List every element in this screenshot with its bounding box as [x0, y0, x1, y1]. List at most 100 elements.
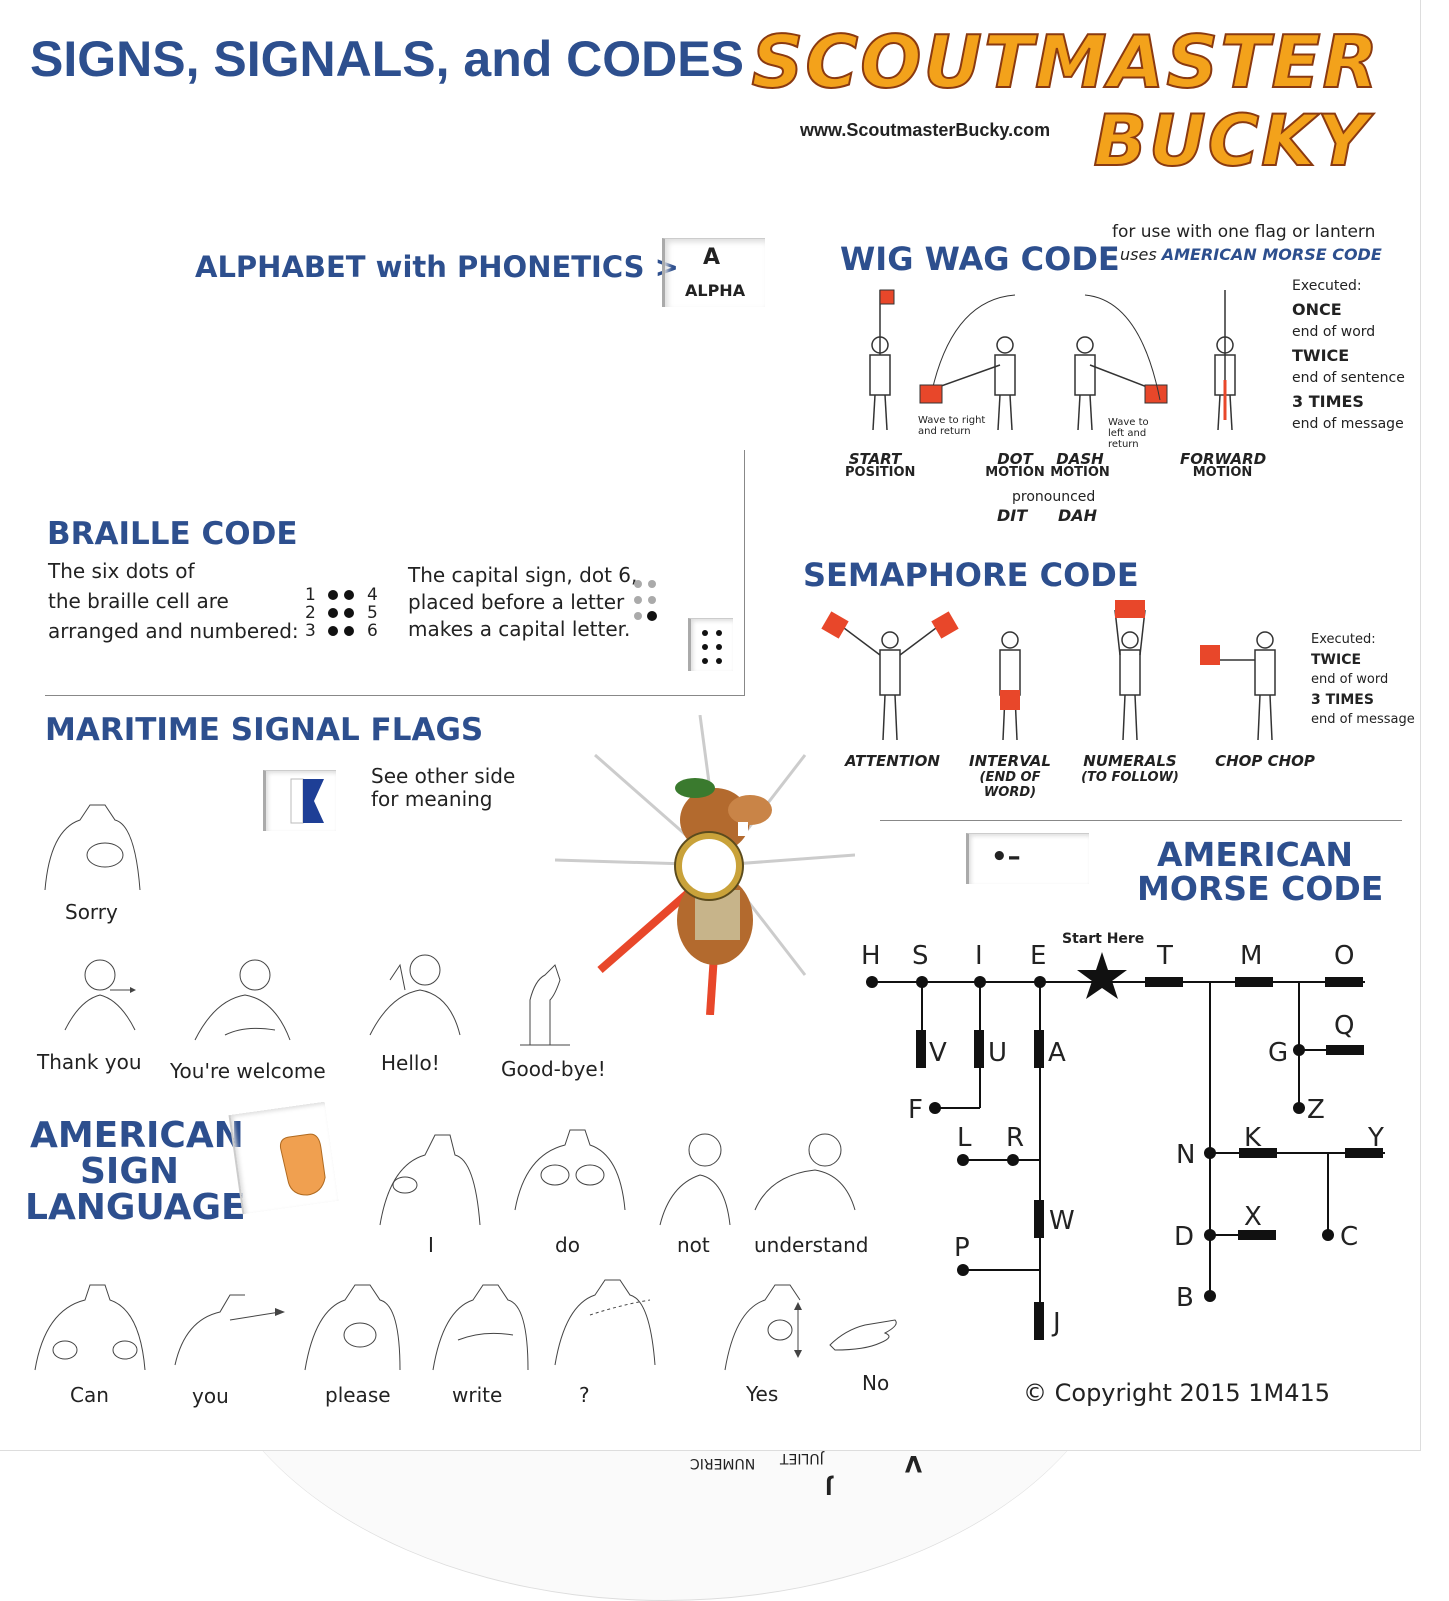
- asl-label-sorry: Sorry: [65, 900, 118, 924]
- morse-letter-s: S: [912, 941, 929, 971]
- morse-letter-r: R: [1006, 1123, 1025, 1153]
- wigwag-exec-count-2: 3 TIMES: [1292, 392, 1364, 411]
- copyright: © Copyright 2015 1M415: [1023, 1379, 1331, 1407]
- wigwag-wave-left: Wave to left and return: [1108, 417, 1149, 450]
- dial-center-grommet[interactable]: [676, 833, 742, 899]
- morse-letter-v: V: [929, 1038, 947, 1068]
- braille-dot-5: [344, 608, 354, 618]
- braille-text-1: The six dots of: [48, 559, 195, 583]
- morse-letter-h: H: [861, 941, 881, 971]
- asl-label-welcome: You're welcome: [170, 1059, 326, 1083]
- website-link[interactable]: www.ScoutmasterBucky.com: [800, 120, 1051, 140]
- wigwag-label-start-1: START: [848, 450, 902, 468]
- wigwag-pronounced: pronounced: [1012, 489, 1096, 505]
- semaphore-label-numerals-1: NUMERALS: [1083, 752, 1177, 770]
- asl-heading-3: LANGUAGE: [25, 1187, 246, 1228]
- wigwag-note-1: for use with one flag or lantern: [1112, 222, 1376, 242]
- morse-letter-a: A: [1048, 1038, 1066, 1068]
- wigwag-dit: DIT: [997, 506, 1028, 525]
- morse-window-code: •–: [991, 842, 1021, 872]
- morse-window[interactable]: •–: [966, 833, 1089, 884]
- maritime-note-2: for meaning: [371, 787, 493, 811]
- alphabet-heading: ALPHABET with PHONETICS >: [195, 250, 679, 284]
- semaphore-heading: SEMAPHORE CODE: [803, 556, 1139, 594]
- braille-dots: [328, 590, 354, 636]
- asl-sketch-goodbye: [520, 964, 570, 1046]
- asl-label-hello: Hello!: [381, 1051, 440, 1075]
- morse-start-here: Start Here: [1062, 931, 1145, 947]
- asl-label-thankyou: Thank you: [37, 1050, 142, 1074]
- brand-logo: SCOUTMASTER BUCKY www.ScoutmasterBucky.c…: [751, 19, 1400, 190]
- maritime-flag-alpha-icon: [290, 778, 324, 824]
- wigwag-label-dash: DASH MOTION: [1050, 452, 1110, 480]
- wigwag-figures: [869, 289, 1236, 431]
- wigwag-wave-right: Wave to right and return: [918, 415, 986, 437]
- semaphore-flag-attention-left: [821, 611, 849, 639]
- braille-text-3: arranged and numbered:: [48, 619, 299, 643]
- asl-label-write: write: [452, 1383, 503, 1407]
- wigwag-executed-label: Executed:: [1292, 278, 1362, 294]
- morse-letter-z: Z: [1307, 1095, 1325, 1125]
- alphabet-window-letter: A: [703, 245, 721, 270]
- maritime-note-1: See other side: [371, 764, 516, 788]
- semaphore-label-interval-1: INTERVAL: [969, 752, 1051, 770]
- alphabet-window[interactable]: A ALPHA: [662, 238, 765, 307]
- asl-sketch-not: [659, 1133, 731, 1226]
- asl-sketch-do: [514, 1129, 626, 1211]
- asl-window[interactable]: [228, 1101, 339, 1215]
- braille-capital-2: placed before a letter: [408, 590, 625, 614]
- morse-letter-b: B: [1176, 1283, 1194, 1313]
- semaphore-figure-chop: [1215, 631, 1276, 741]
- morse-heading-2: MORSE CODE: [1137, 869, 1384, 908]
- wigwag-label-start: START POSITION: [845, 450, 915, 480]
- morse-letter-f: F: [908, 1095, 923, 1125]
- page-title: SIGNS, SIGNALS, and CODES: [30, 31, 744, 87]
- asl-label-i: I: [428, 1233, 434, 1257]
- morse-heading-1: AMERICAN: [1157, 835, 1353, 874]
- morse-letter-e: E: [1030, 941, 1047, 971]
- morse-letter-m: M: [1240, 941, 1263, 971]
- morse-letter-t: T: [1157, 941, 1173, 971]
- morse-tree: [866, 952, 1385, 1340]
- wigwag-label-dash-2: MOTION: [1050, 465, 1110, 480]
- asl-label-not: not: [677, 1233, 710, 1257]
- semaphore-label-chop-1: CHOP CHOP: [1215, 752, 1315, 770]
- semaphore-label-attention-1: ATTENTION: [845, 752, 940, 770]
- wheel-text-numeric: NUMERIC: [690, 1455, 756, 1471]
- braille-window[interactable]: [688, 618, 733, 671]
- asl-label-you: you: [192, 1384, 229, 1408]
- semaphore-label-numerals: NUMERALS (TO FOLLOW): [1080, 752, 1180, 785]
- asl-sketch-understand: [754, 1133, 856, 1211]
- asl-sketch-hello: [369, 954, 461, 1036]
- wigwag-dah: DAH: [1058, 506, 1098, 525]
- braille-dot-2: [328, 608, 338, 618]
- asl-sketch-yes: [724, 1284, 802, 1371]
- asl-sketch-sorry: [44, 804, 141, 891]
- semaphore-figures: [821, 600, 1276, 741]
- semaphore-exec-count-1: 3 TIMES: [1311, 692, 1374, 708]
- wigwag-exec-meaning-1: end of sentence: [1292, 370, 1405, 386]
- braille-box-bottom: [45, 695, 745, 696]
- braille-dot-1: [328, 590, 338, 600]
- wigwag-heading: WIG WAG CODE: [840, 240, 1120, 278]
- morse-letter-i: I: [975, 941, 983, 971]
- maritime-flag-window[interactable]: [263, 770, 336, 831]
- wigwag-label-dot-1: DOT: [997, 450, 1033, 468]
- braille-num-2: 2: [305, 603, 316, 623]
- wigwag-note-prefix: uses: [1120, 245, 1162, 264]
- braille-num-3: 3: [305, 621, 316, 641]
- maritime-heading: MARITIME SIGNAL FLAGS: [45, 712, 484, 748]
- morse-letter-n: N: [1176, 1140, 1196, 1170]
- morse-letter-k: K: [1244, 1123, 1262, 1153]
- asl-sketch-i: [379, 1134, 481, 1226]
- wigwag-executed: Executed: ONCE end of word TWICE end of …: [1292, 275, 1405, 436]
- wigwag-flag-dash: [1144, 384, 1168, 404]
- morse-letter-y: Y: [1368, 1123, 1384, 1153]
- morse-letter-d: D: [1174, 1222, 1195, 1252]
- logo-line2: BUCKY: [1093, 99, 1370, 183]
- semaphore-figure-numerals: [1114, 609, 1146, 741]
- asl-heading-2: SIGN: [80, 1151, 179, 1192]
- braille-capital-sign-icon: [634, 580, 657, 621]
- asl-hand-a-icon: [279, 1133, 326, 1196]
- semaphore-label-attention: ATTENTION: [845, 752, 940, 770]
